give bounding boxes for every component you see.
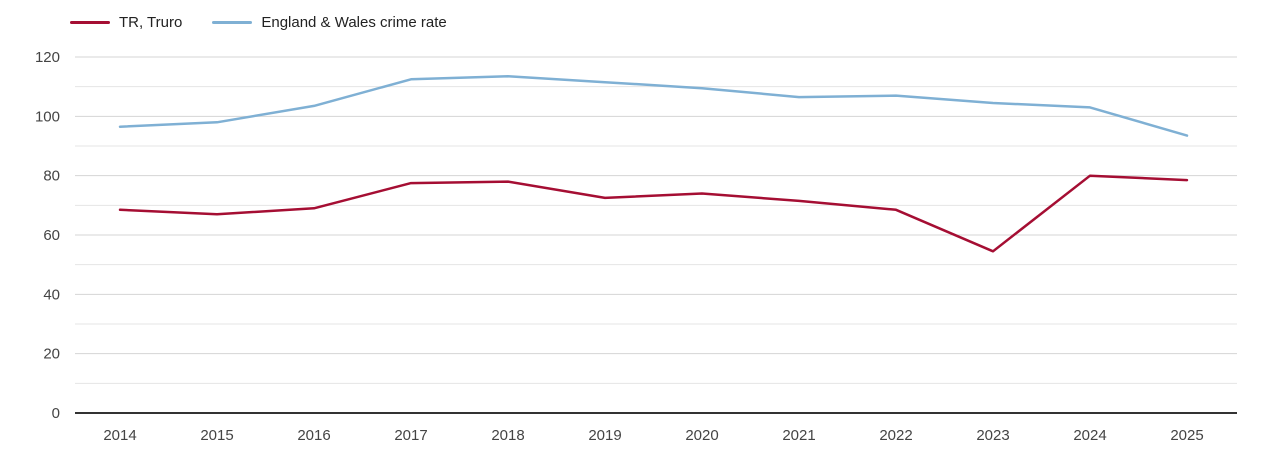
x-axis-tick-label: 2017 xyxy=(394,427,427,444)
chart-legend: TR, Truro England & Wales crime rate xyxy=(70,14,447,31)
legend-label-truro: TR, Truro xyxy=(119,14,183,31)
x-axis-tick-label: 2020 xyxy=(685,427,718,444)
x-axis-tick-label: 2014 xyxy=(103,427,136,444)
y-axis-tick-label: 40 xyxy=(43,286,60,303)
x-axis-tick-label: 2019 xyxy=(588,427,621,444)
legend-label-england-wales: England & Wales crime rate xyxy=(261,14,447,31)
y-axis-tick-label: 60 xyxy=(43,227,60,244)
england-wales-line-swatch xyxy=(212,21,253,24)
x-axis-tick-label: 2021 xyxy=(782,427,815,444)
x-axis-tick-label: 2023 xyxy=(976,427,1009,444)
y-axis-tick-label: 0 xyxy=(52,405,60,422)
x-axis-tick-label: 2016 xyxy=(297,427,330,444)
x-axis-tick-label: 2024 xyxy=(1073,427,1106,444)
legend-item-truro[interactable]: TR, Truro xyxy=(70,14,182,31)
truro-line-swatch xyxy=(70,21,110,24)
y-axis-tick-label: 100 xyxy=(35,108,60,125)
x-axis-tick-label: 2022 xyxy=(879,427,912,444)
y-axis-tick-label: 120 xyxy=(35,49,60,66)
truro-line xyxy=(118,174,1189,253)
england-wales-line xyxy=(118,75,1189,137)
y-axis-tick-label: 80 xyxy=(43,168,60,185)
x-axis-tick-label: 2018 xyxy=(491,427,524,444)
legend-item-england-wales[interactable]: England & Wales crime rate xyxy=(212,14,447,31)
x-axis-tick-label: 2025 xyxy=(1170,427,1203,444)
x-axis-tick-label: 2015 xyxy=(200,427,233,444)
y-axis-tick-label: 20 xyxy=(43,346,60,363)
